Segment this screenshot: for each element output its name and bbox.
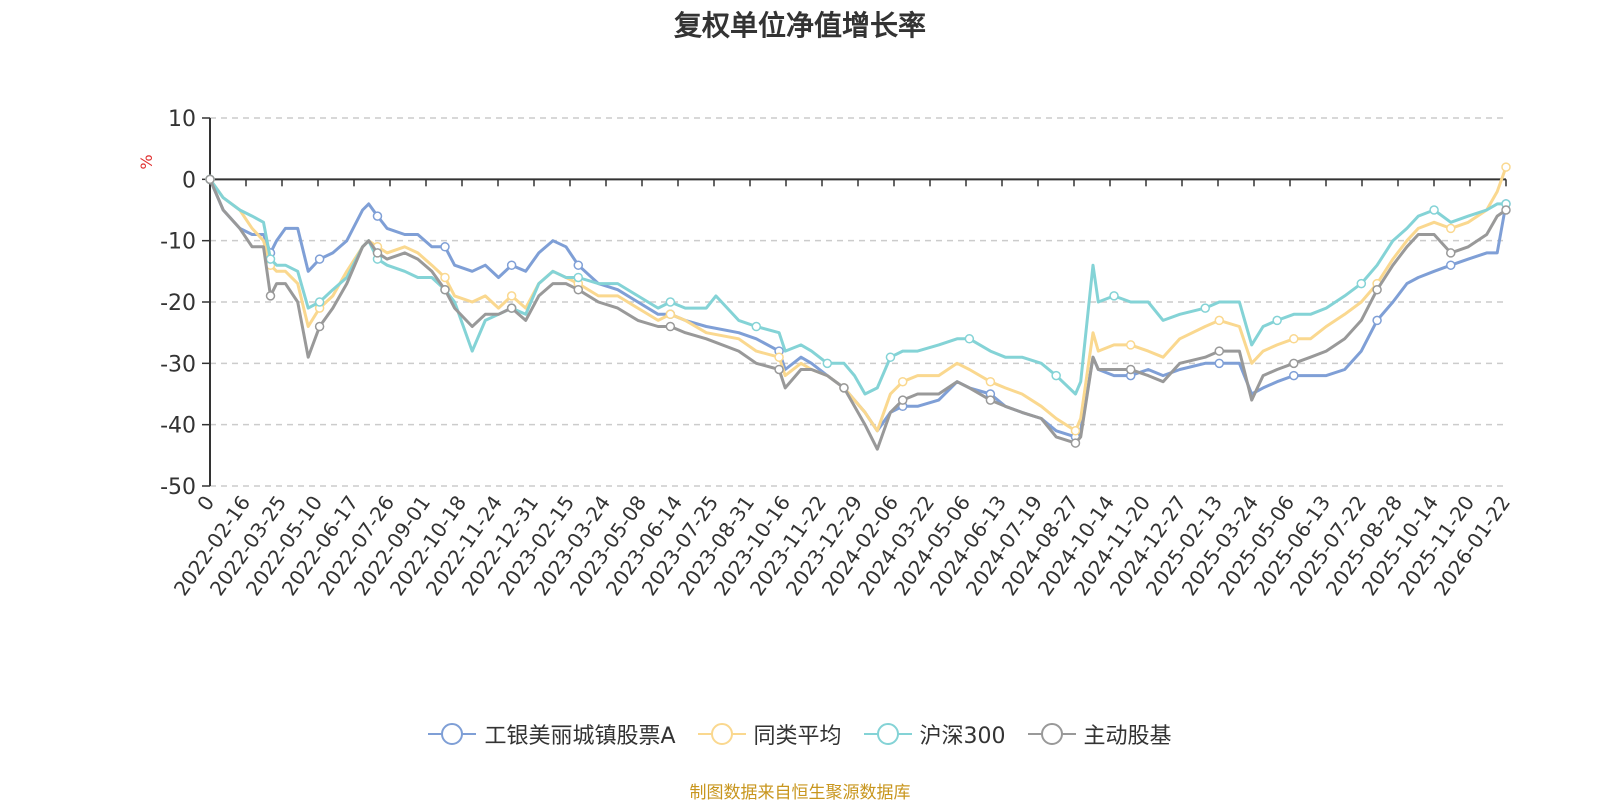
series-point (1501, 162, 1511, 172)
series-point (1289, 370, 1299, 381)
series-point (665, 309, 676, 320)
x-tick-label: 0 (192, 491, 219, 515)
series-point (897, 376, 908, 387)
series-point (573, 284, 584, 295)
legend-marker-icon (863, 723, 912, 745)
series-point (1125, 340, 1136, 350)
series-point (1051, 370, 1061, 381)
series-point (964, 334, 975, 344)
series-point (573, 260, 584, 270)
series-point (985, 376, 996, 387)
legend-item[interactable]: 主动股基 (1027, 718, 1172, 750)
series-point (506, 260, 517, 270)
series-point (1429, 205, 1439, 215)
tick-labels: 100-10-20-30-40-5002022-02-162022-03-252… (160, 107, 1515, 600)
series-point (440, 242, 450, 252)
legend-item[interactable]: 工银美丽城镇股票A (428, 718, 676, 750)
y-tick-label: -10 (160, 230, 196, 255)
series-point (1070, 426, 1081, 436)
series-point (372, 248, 383, 258)
series-point (506, 291, 517, 301)
series-point (1125, 364, 1136, 375)
series-point (1446, 260, 1456, 270)
series-point (1446, 248, 1456, 258)
legend-label: 主动股基 (1083, 724, 1172, 749)
series-point (314, 254, 325, 264)
legend-marker-icon (428, 723, 477, 745)
series-point (1272, 315, 1282, 326)
data-source-note: 制图数据来自恒生聚源数据库 (689, 783, 911, 803)
y-tick-label: 10 (168, 107, 196, 132)
legend-item[interactable]: 同类平均 (697, 718, 842, 750)
series-point (372, 211, 383, 221)
series-point (822, 358, 833, 369)
series-point (665, 297, 676, 307)
series-point (205, 174, 215, 185)
series-point (1214, 315, 1225, 326)
series-point (751, 321, 762, 332)
series-point (314, 297, 325, 307)
y-tick-label: 0 (182, 168, 196, 193)
legend: 工银美丽城镇股票A 同类平均 沪深300 主动股基 (0, 718, 1600, 750)
series-point (265, 291, 276, 301)
series-point (839, 383, 849, 393)
series-point (265, 254, 276, 264)
series-point (573, 272, 584, 283)
series-point (774, 352, 784, 362)
series-point (1372, 284, 1382, 295)
series-point (1070, 438, 1081, 448)
legend-marker-icon (697, 723, 746, 745)
series-point (1372, 315, 1382, 326)
legend-label: 同类平均 (753, 724, 842, 749)
series-point (665, 321, 676, 332)
legend-label: 沪深300 (919, 724, 1006, 749)
series-point (897, 395, 908, 405)
series-lines (205, 162, 1511, 451)
y-tick-label: -20 (160, 291, 196, 316)
legend-marker-icon (1027, 723, 1076, 745)
series-point (440, 272, 450, 283)
legend-item[interactable]: 沪深300 (863, 718, 1006, 750)
series-point (1289, 334, 1299, 344)
grid-lines (210, 117, 1506, 487)
series-line (208, 178, 1508, 439)
series-point (1289, 358, 1299, 369)
y-tick-label: -50 (160, 475, 196, 500)
y-tick-label: -40 (160, 414, 196, 439)
series-point (985, 395, 996, 405)
series-point (774, 364, 784, 375)
series-point (1501, 205, 1511, 215)
series-point (506, 303, 517, 313)
series-point (1214, 346, 1225, 356)
series-point (1356, 278, 1367, 289)
series-point (1200, 303, 1210, 313)
chart-title: 复权单位净值增长率 (673, 9, 926, 42)
series-point (440, 284, 450, 295)
series-point (1109, 291, 1119, 301)
series-point (885, 352, 896, 362)
series-point (314, 321, 325, 332)
y-tick-label: -30 (160, 352, 196, 377)
series-point (1214, 358, 1225, 369)
legend-label: 工银美丽城镇股票A (484, 724, 676, 749)
series-line (208, 166, 1508, 433)
series-point (1446, 223, 1456, 234)
series-line (208, 178, 1506, 396)
y-axis-unit-label: % (137, 154, 156, 169)
